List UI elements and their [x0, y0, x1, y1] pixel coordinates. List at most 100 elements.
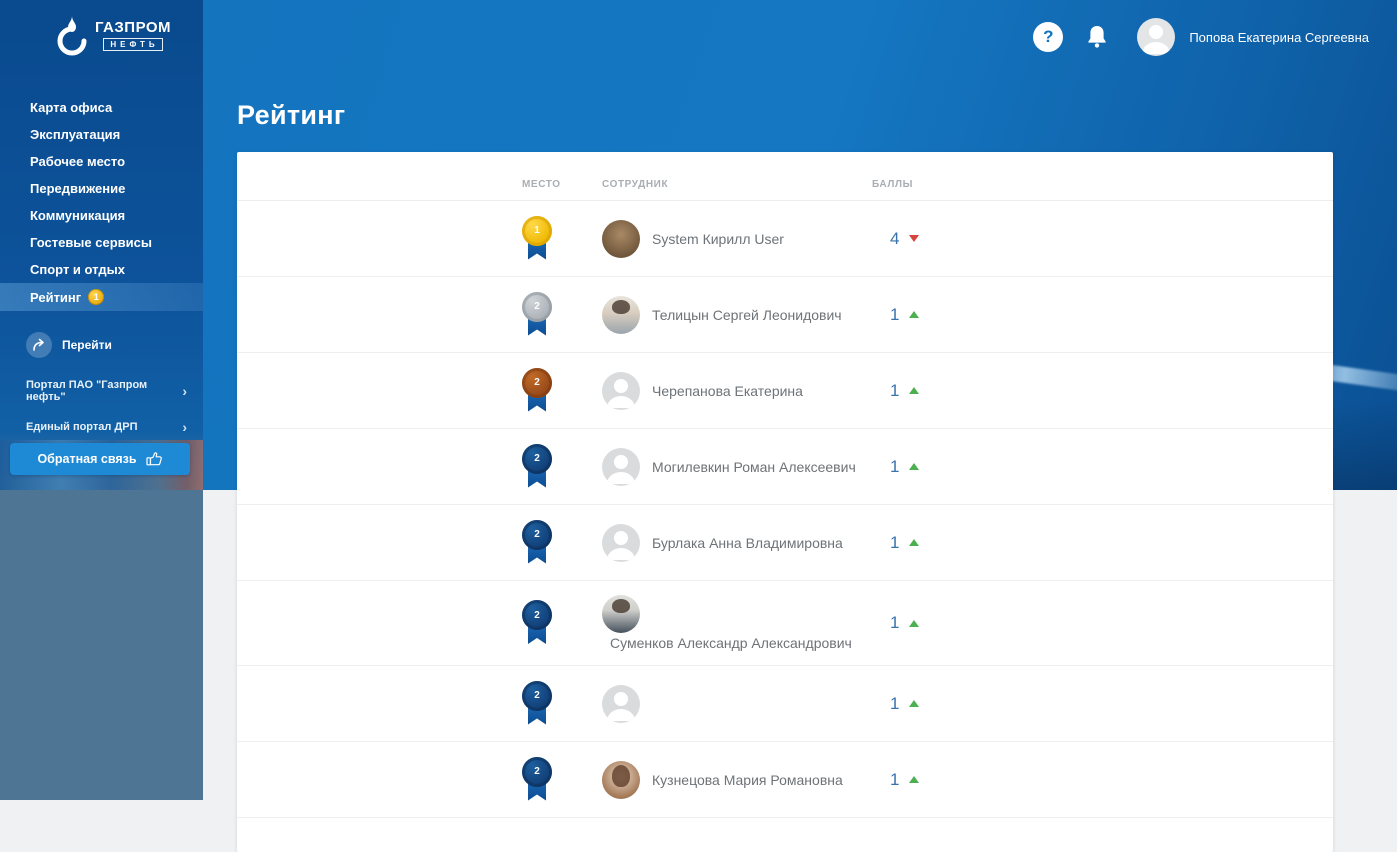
sidebar-item-label: Передвижение — [30, 181, 126, 196]
logo-text: ГАЗПРОМ НЕФТЬ — [95, 20, 171, 51]
sidebar-item-label: Рабочее место — [30, 154, 126, 169]
place-cell: 2 — [522, 291, 602, 338]
blue-medal-icon: 2 — [522, 519, 552, 566]
employee-cell: Черепанова Екатерина — [602, 371, 872, 410]
table-body: 1 System Кирилл User 4 2 Телицын Сергей Леон… — [237, 201, 1333, 818]
employee-name: Могилевкин Роман Алексеевич — [652, 458, 856, 475]
points-cell: 4 — [872, 229, 1333, 249]
medal-number: 2 — [522, 680, 552, 711]
employee-name: System Кирилл User — [652, 230, 784, 247]
link-label: Портал ПАО "Газпром нефть" — [26, 379, 148, 403]
table-header-spacer — [237, 190, 522, 200]
blue-medal-icon: 2 — [522, 680, 552, 727]
feedback-label: Обратная связь — [37, 452, 137, 466]
place-cell: 2 — [522, 519, 602, 566]
page-title: Рейтинг — [237, 100, 346, 130]
sidebar-item-label: Спорт и отдых — [30, 262, 125, 277]
sidebar-item-8[interactable]: Рейтинг 1 — [0, 283, 203, 311]
sidebar-item-7[interactable]: Спорт и отдых — [0, 256, 203, 283]
points-cell: 1 — [872, 457, 1333, 477]
table-row: 2 Кузнецова Мария Романовна 1 — [237, 742, 1333, 818]
logo-subname: НЕФТЬ — [103, 38, 163, 51]
help-icon[interactable]: ? — [1033, 22, 1064, 52]
blue-medal-icon: 2 — [522, 443, 552, 490]
trend-down-icon — [909, 235, 920, 242]
sidebar-item-6[interactable]: Гостевые сервисы — [0, 229, 203, 256]
table-row: 2 Бурлака Анна Владимировна 1 — [237, 505, 1333, 581]
trend-up-icon — [909, 700, 920, 707]
table-row: 2 Могилевкин Роман Алексеевич 1 — [237, 429, 1333, 505]
points-cell: 1 — [872, 613, 1333, 633]
blue-medal-icon: 2 — [522, 756, 552, 803]
avatar-photo — [602, 219, 640, 258]
medal-number: 2 — [522, 443, 552, 474]
points-value: 4 — [890, 228, 900, 248]
table-header-place: МЕСТО — [522, 179, 561, 190]
chevron-right-icon: › — [182, 383, 187, 399]
points-cell: 1 — [872, 381, 1333, 401]
points-value: 1 — [890, 380, 900, 400]
sidebar-item-4[interactable]: Передвижение — [0, 175, 203, 202]
go-section: Перейти Портал ПАО "Газпром нефть" › Еди… — [0, 332, 203, 442]
place-cell: 2 — [522, 756, 602, 803]
sidebar-item-3[interactable]: Рабочее место — [0, 148, 203, 175]
medal-number: 2 — [522, 291, 552, 322]
points-value: 1 — [890, 304, 900, 324]
sidebar-item-5[interactable]: Коммуникация — [0, 202, 203, 229]
employee-cell: Бурлака Анна Владимировна — [602, 523, 872, 562]
topbar: ? Попова Екатерина Сергеевна — [1033, 18, 1369, 56]
sidebar-item-label: Эксплуатация — [30, 127, 121, 142]
table-row: 2 Черепанова Екатерина 1 — [237, 353, 1333, 429]
employee-name: Бурлака Анна Владимировна — [652, 534, 843, 551]
company-logo[interactable]: ГАЗПРОМ НЕФТЬ — [55, 16, 171, 58]
points-cell: 1 — [872, 533, 1333, 553]
employee-cell: Телицын Сергей Леонидович — [602, 295, 872, 334]
user-menu[interactable]: Попова Екатерина Сергеевна — [1137, 18, 1369, 56]
sidebar: ГАЗПРОМ НЕФТЬ Карта офиса Эксплуатация Раб… — [0, 0, 203, 800]
medal-number: 2 — [522, 756, 552, 787]
sidebar-item-label: Карта офиса — [30, 100, 113, 115]
feedback-button[interactable]: Обратная связь — [10, 443, 190, 475]
points-cell: 1 — [872, 305, 1333, 325]
sidebar-link-portal-pao[interactable]: Портал ПАО "Газпром нефть" › — [0, 370, 203, 412]
place-cell: 2 — [522, 600, 602, 646]
points-value: 1 — [890, 693, 900, 713]
trend-up-icon — [909, 539, 920, 546]
rating-badge-icon: 1 — [88, 289, 105, 305]
table-row: 2 Суменков Александр Александрович 1 — [237, 581, 1333, 666]
notifications-bell-icon[interactable] — [1085, 24, 1109, 50]
table-row: 2 Телицын Сергей Леонидович 1 — [237, 277, 1333, 353]
employee-name: Телицын Сергей Леонидович — [652, 306, 842, 323]
avatar-placeholder — [602, 371, 640, 410]
logo-name: ГАЗПРОМ — [95, 19, 172, 36]
trend-up-icon — [909, 776, 920, 783]
medal-number: 2 — [522, 600, 552, 630]
avatar-placeholder — [602, 447, 640, 486]
sidebar-link-edinyi-portal-drp[interactable]: Единый портал ДРП › — [0, 412, 203, 442]
employee-cell: Кузнецова Мария Романовна — [602, 760, 872, 799]
medal-number: 2 — [522, 367, 552, 398]
employee-name: Кузнецова Мария Романовна — [652, 771, 843, 788]
bronze-medal-icon: 2 — [522, 367, 552, 414]
employee-name: Суменков Александр Александрович — [610, 635, 852, 651]
points-value: 1 — [890, 456, 900, 476]
points-value: 1 — [890, 532, 900, 552]
user-avatar — [1137, 18, 1176, 56]
employee-cell: Суменков Александр Александрович — [602, 595, 872, 651]
gazprom-flame-icon — [55, 16, 89, 58]
place-cell: 2 — [522, 680, 602, 727]
sidebar-item-label: Коммуникация — [30, 208, 126, 223]
rating-table-card: МЕСТО СОТРУДНИК БАЛЛЫ 1 System Кирилл Use… — [237, 152, 1333, 852]
points-cell: 1 — [872, 694, 1333, 714]
sidebar-item-2[interactable]: Эксплуатация — [0, 121, 203, 148]
medal-number: 1 — [522, 215, 552, 246]
sidebar-item-1[interactable]: Карта офиса — [0, 94, 203, 121]
go-header[interactable]: Перейти — [0, 332, 203, 358]
trend-up-icon — [909, 619, 920, 627]
go-arrow-icon — [26, 332, 52, 358]
help-glyph: ? — [1043, 27, 1054, 46]
link-label: Единый портал ДРП — [26, 421, 138, 433]
employee-cell: System Кирилл User — [602, 219, 872, 258]
trend-up-icon — [909, 463, 920, 470]
